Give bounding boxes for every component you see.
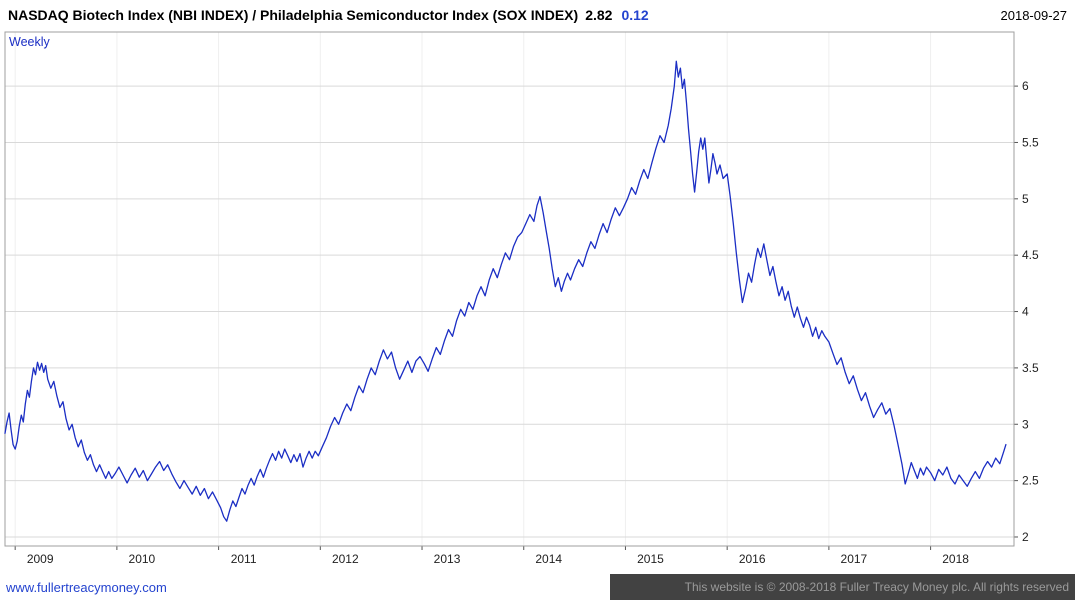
last-value: 2.82	[585, 7, 613, 23]
svg-text:2011: 2011	[231, 552, 257, 566]
svg-text:2017: 2017	[841, 552, 868, 566]
svg-text:2016: 2016	[739, 552, 766, 566]
chart-date: 2018-09-27	[1000, 7, 1068, 23]
svg-text:3: 3	[1022, 417, 1029, 431]
svg-text:2: 2	[1022, 530, 1029, 544]
svg-text:2.5: 2.5	[1022, 474, 1039, 488]
chart-header: NASDAQ Biotech Index (NBI INDEX) / Phila…	[0, 0, 1075, 30]
svg-text:3.5: 3.5	[1022, 361, 1039, 375]
copyright-text: This website is © 2008-2018 Fuller Treac…	[684, 580, 1069, 594]
svg-text:4: 4	[1022, 305, 1029, 319]
footer-bar: www.fullertreacymoney.com This website i…	[0, 574, 1075, 600]
svg-text:2009: 2009	[27, 552, 54, 566]
website-link[interactable]: www.fullertreacymoney.com	[6, 579, 167, 595]
svg-text:2015: 2015	[637, 552, 664, 566]
chart-area: 2009 2010 2011 2012 2013 2014 2015 2016 2017 2018…	[0, 30, 1075, 574]
change-value: 0.12	[621, 7, 649, 23]
svg-text:2018: 2018	[942, 552, 969, 566]
footer-right: This website is © 2008-2018 Fuller Treac…	[610, 574, 1075, 600]
svg-text:4.5: 4.5	[1022, 248, 1039, 262]
ratio-series-line	[4, 60, 1007, 522]
frequency-label: Weekly	[9, 35, 50, 49]
svg-text:6: 6	[1022, 79, 1029, 93]
svg-text:2012: 2012	[332, 552, 359, 566]
svg-text:2013: 2013	[434, 552, 461, 566]
footer-left: www.fullertreacymoney.com	[0, 574, 610, 600]
page-title: NASDAQ Biotech Index (NBI INDEX) / Phila…	[8, 7, 579, 23]
svg-text:5.5: 5.5	[1022, 135, 1039, 149]
svg-text:2014: 2014	[535, 552, 562, 566]
svg-text:5: 5	[1022, 192, 1029, 206]
svg-text:2010: 2010	[129, 552, 156, 566]
ratio-line-chart: 2009 2010 2011 2012 2013 2014 2015 2016 2017 2018…	[4, 31, 1039, 566]
